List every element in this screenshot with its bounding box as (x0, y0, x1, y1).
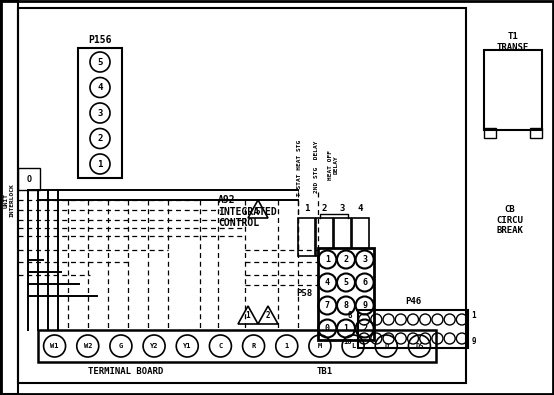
Text: TERMINAL BOARD: TERMINAL BOARD (88, 367, 163, 376)
Text: P58: P58 (296, 290, 312, 299)
Text: 1: 1 (304, 203, 309, 213)
Text: 4: 4 (325, 278, 330, 287)
Text: 1: 1 (343, 324, 348, 333)
Text: 5: 5 (343, 278, 348, 287)
Text: Y2: Y2 (150, 343, 158, 349)
Text: 2ND STG  DELAY: 2ND STG DELAY (314, 140, 319, 192)
Text: C: C (218, 343, 223, 349)
Text: 0: 0 (325, 324, 330, 333)
Text: 1: 1 (471, 312, 476, 320)
Text: W1: W1 (50, 343, 59, 349)
Text: 2: 2 (343, 255, 348, 264)
Text: CB
CIRCU
BREAK: CB CIRCU BREAK (496, 205, 524, 235)
Text: 6: 6 (362, 278, 367, 287)
Text: 3: 3 (340, 203, 345, 213)
Bar (318, 248, 374, 340)
Bar (1, 1, 18, 394)
Text: 1: 1 (325, 255, 330, 264)
Text: 5: 5 (98, 58, 102, 66)
Text: 3: 3 (98, 109, 102, 117)
Text: O: O (27, 175, 32, 184)
Text: 3: 3 (362, 255, 367, 264)
Text: 1: 1 (245, 312, 250, 320)
Text: P156: P156 (88, 35, 112, 45)
Text: G: G (119, 343, 123, 349)
Bar (484, 50, 542, 130)
Bar (358, 310, 468, 348)
Text: 7: 7 (325, 301, 330, 310)
Text: 2: 2 (322, 203, 327, 213)
Text: P46: P46 (405, 297, 421, 307)
Bar (78, 48, 122, 178)
Text: HEAT OFF
DELAY: HEAT OFF DELAY (327, 150, 338, 180)
Text: 1: 1 (98, 160, 102, 169)
Text: M: M (318, 343, 322, 349)
Bar (334, 218, 351, 256)
Bar (530, 128, 542, 138)
Text: W2: W2 (84, 343, 92, 349)
Bar (18, 8, 466, 383)
Text: 8: 8 (348, 312, 352, 320)
Text: Y1: Y1 (183, 343, 192, 349)
Text: 4: 4 (358, 203, 363, 213)
Text: 2: 2 (362, 324, 367, 333)
Text: 1: 1 (285, 343, 289, 349)
Text: 9: 9 (362, 301, 367, 310)
Text: T-STAT HEAT STG: T-STAT HEAT STG (296, 140, 301, 196)
Text: 4: 4 (98, 83, 102, 92)
Text: 2: 2 (98, 134, 102, 143)
Text: DS: DS (415, 343, 424, 349)
Text: 9: 9 (471, 337, 476, 346)
Bar (316, 218, 333, 256)
Bar (18, 168, 40, 190)
Bar (298, 218, 315, 256)
Bar (352, 218, 369, 256)
Text: T1
TRANSF: T1 TRANSF (497, 32, 529, 52)
Text: R: R (252, 343, 256, 349)
Text: TB1: TB1 (316, 367, 332, 376)
Text: 2: 2 (266, 312, 270, 320)
Bar (484, 128, 496, 138)
Text: 8: 8 (343, 301, 348, 310)
Text: A92
INTEGRATED
CONTROL: A92 INTEGRATED CONTROL (218, 195, 277, 228)
Bar (38, 330, 436, 362)
Text: D: D (384, 343, 388, 349)
Text: UNIT
INTERLOCK: UNIT INTERLOCK (3, 183, 14, 217)
Text: 16: 16 (343, 339, 352, 345)
Text: 5: 5 (256, 207, 260, 216)
Text: L: L (351, 343, 355, 349)
